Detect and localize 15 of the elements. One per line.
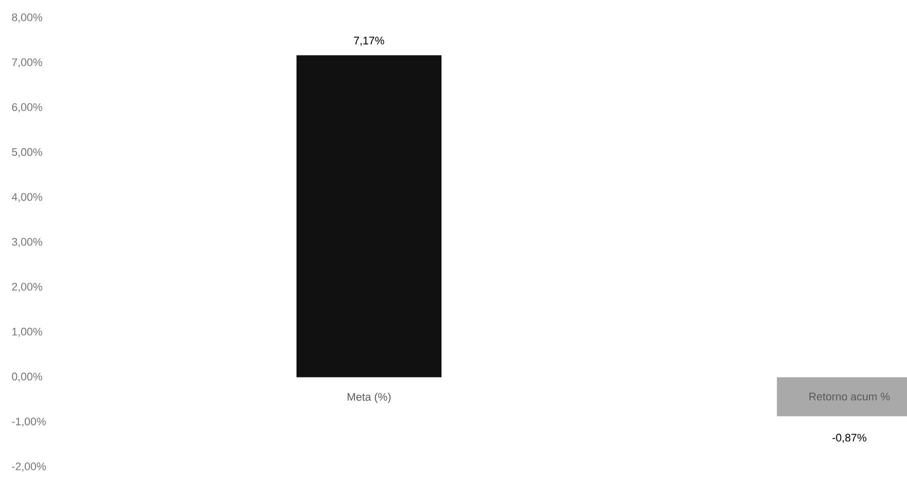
y-tick-label: 3,00% — [12, 238, 42, 248]
y-tick-label: 0,00% — [12, 372, 42, 382]
y-tick-label: 4,00% — [12, 193, 42, 202]
y-tick-label: 1,00% — [12, 328, 42, 337]
y-tick-label: 6,00% — [12, 103, 42, 112]
y-tick-label: 7,00% — [12, 58, 42, 68]
y-tick-label: 5,00% — [12, 148, 42, 158]
y-tick-label: 2,00% — [12, 282, 42, 292]
y-tick-label: 8,00% — [12, 13, 42, 23]
data-label: 7,17% — [354, 36, 384, 46]
x-tick-label: Meta (%) — [348, 392, 391, 403]
y-tick-label: -2,00% — [12, 462, 46, 472]
data-label: -0,87% — [832, 434, 866, 443]
x-tick-label: Retorno acum % — [809, 392, 890, 400]
y-tick-label: -1,00% — [12, 418, 46, 427]
